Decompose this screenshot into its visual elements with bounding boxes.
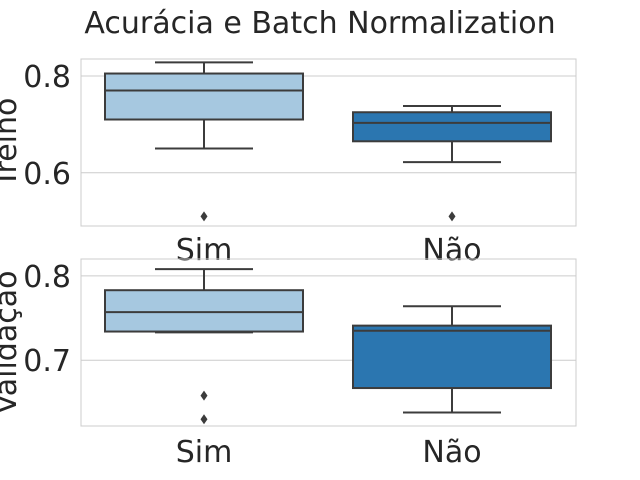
ylabel-treino: Treino xyxy=(0,98,24,189)
xtick-label-validacao-nao: Não xyxy=(422,435,481,470)
ytick-label-validacao-1: 0.7 xyxy=(23,344,71,379)
ylabel-validacao: Validação xyxy=(0,271,24,415)
box-validacao-sim xyxy=(104,289,304,333)
xtick-label-treino-sim: Sim xyxy=(176,233,233,268)
outlier-validacao-sim-0 xyxy=(200,390,208,401)
xtick-label-validacao-sim: Sim xyxy=(176,435,233,470)
plot-frame-validacao xyxy=(80,258,577,427)
plot-frame-treino xyxy=(80,58,577,227)
outlier-treino-sim-0 xyxy=(200,211,208,222)
xtick-label-treino-nao: Não xyxy=(422,233,481,268)
box-validacao-nao xyxy=(352,324,552,390)
outlier-validacao-sim-1 xyxy=(200,414,208,425)
box-treino-sim xyxy=(104,72,304,121)
box-treino-nao xyxy=(352,111,552,143)
ytick-label-validacao-0: 0.8 xyxy=(23,260,71,295)
outlier-treino-nao-0 xyxy=(448,211,456,222)
ytick-label-treino-0: 0.8 xyxy=(23,60,71,95)
chart-title: Acurácia e Batch Normalization xyxy=(84,6,555,41)
ytick-label-treino-1: 0.6 xyxy=(23,157,71,192)
